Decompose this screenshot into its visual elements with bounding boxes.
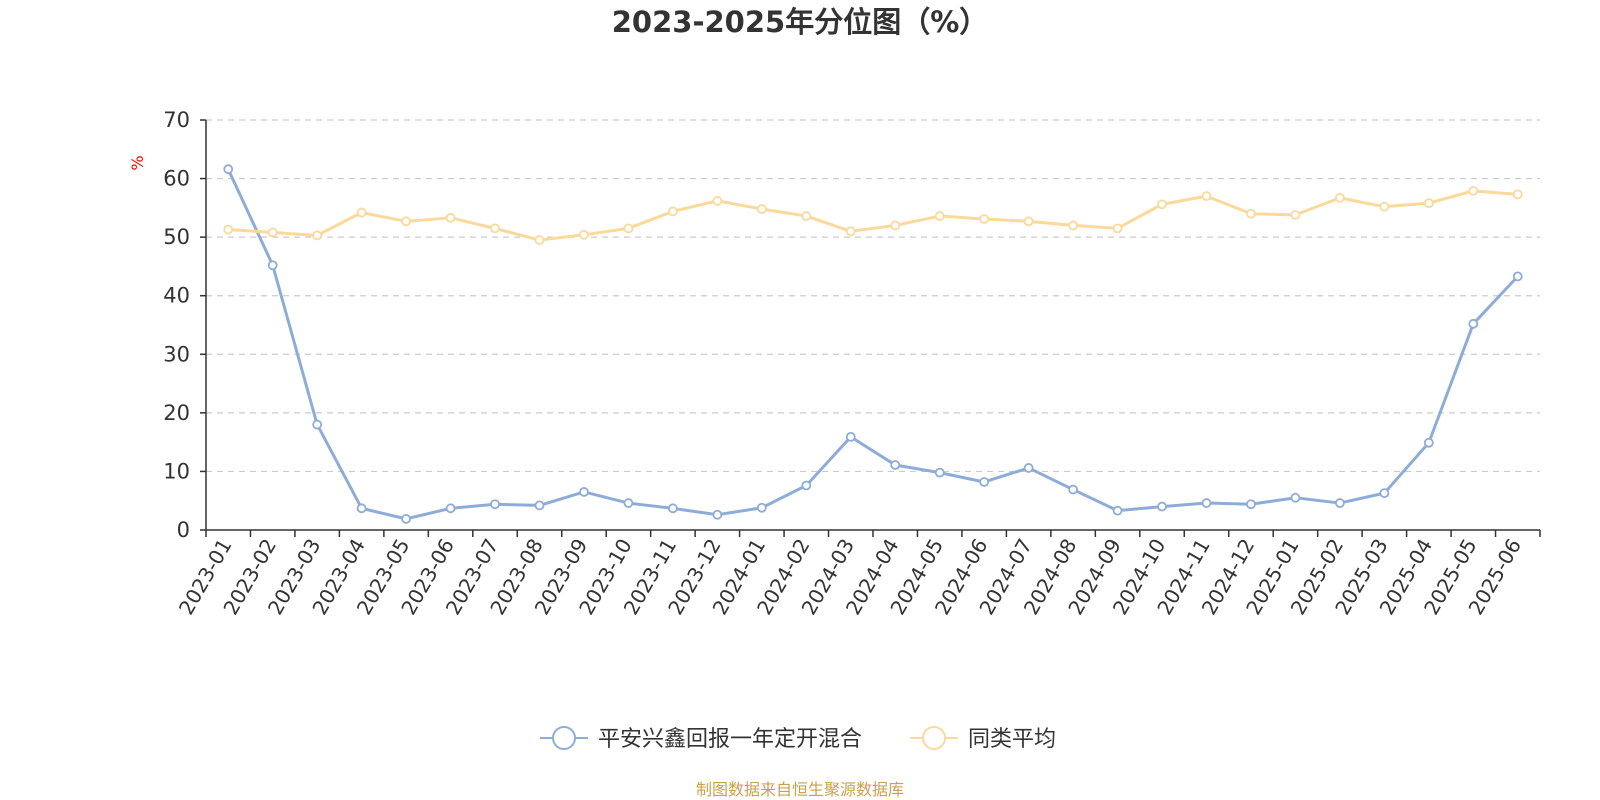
data-point (756, 502, 767, 513)
legend[interactable]: 平安兴鑫回报一年定开混合 同类平均 (540, 726, 1056, 752)
y-tick-label: 50 (163, 225, 190, 249)
y-tick-label: 70 (163, 108, 190, 132)
legend-item-1[interactable]: 平安兴鑫回报一年定开混合 (540, 726, 862, 752)
data-point (1379, 201, 1390, 212)
source-note: 制图数据来自恒生聚源数据库 (695, 780, 904, 799)
data-point (223, 224, 234, 235)
data-point (934, 211, 945, 221)
data-point (223, 164, 234, 175)
data-point (979, 477, 990, 487)
data-point (712, 195, 723, 206)
data-point (579, 229, 589, 240)
data-point (1290, 492, 1301, 503)
data-point (890, 460, 901, 470)
data-point (1068, 220, 1078, 231)
data-point (1023, 463, 1034, 473)
data-point (490, 223, 500, 234)
data-point (267, 227, 278, 238)
data-point (267, 260, 278, 271)
data-point (1290, 209, 1301, 220)
data-point (1468, 318, 1479, 329)
data-point (401, 513, 412, 524)
data-point (534, 500, 545, 511)
y-tick-label: 60 (163, 167, 190, 191)
data-point (668, 206, 678, 217)
legend-item-2[interactable]: 同类平均 (910, 726, 1056, 752)
data-point (356, 207, 367, 218)
data-point (534, 235, 545, 245)
data-point (1112, 505, 1123, 516)
data-point (1246, 208, 1256, 219)
series-2 (223, 185, 1523, 245)
data-point (445, 503, 456, 514)
data-point (1423, 198, 1434, 209)
data-point (979, 214, 990, 224)
data-point (1335, 192, 1345, 203)
data-point (1157, 199, 1167, 210)
data-point (845, 226, 856, 237)
data-point (1201, 191, 1212, 202)
data-point (801, 211, 812, 221)
data-point (668, 503, 678, 514)
data-point (312, 419, 323, 430)
data-point (1512, 189, 1523, 200)
data-point (579, 487, 589, 497)
legend-label: 平安兴鑫回报一年定开混合 (598, 727, 862, 752)
data-point (1023, 216, 1034, 227)
y-tick-label: 20 (163, 401, 190, 425)
data-point (623, 223, 634, 234)
data-point (356, 503, 367, 514)
series-line (226, 168, 1519, 521)
data-point (890, 220, 901, 231)
chart-title: 2023-2025年分位图（%） (611, 5, 989, 39)
series-1 (223, 164, 1523, 524)
data-point (1423, 437, 1434, 448)
data-point (801, 480, 812, 491)
y-axis-unit-label: % (128, 155, 147, 170)
y-tick-label: 40 (163, 284, 190, 308)
data-point (1201, 498, 1212, 508)
y-tick-label: 10 (163, 459, 190, 483)
y-tick-label: 30 (163, 342, 190, 366)
data-point (1379, 488, 1390, 499)
data-point (756, 204, 767, 214)
data-point (1335, 498, 1345, 508)
data-point (445, 212, 456, 223)
data-point (623, 498, 634, 508)
data-point (1468, 185, 1479, 196)
data-point (934, 467, 945, 478)
data-point (845, 431, 856, 442)
grid-lines (206, 119, 1540, 473)
data-point (1112, 223, 1123, 234)
data-point (1512, 271, 1523, 282)
legend-label: 同类平均 (968, 727, 1056, 752)
data-point (1246, 499, 1256, 510)
data-point (1068, 484, 1078, 495)
series-lines (223, 164, 1523, 524)
legend-marker-icon (922, 726, 946, 750)
data-point (1157, 501, 1167, 512)
y-tick-label: 0 (177, 518, 190, 542)
data-point (401, 216, 412, 227)
data-point (712, 509, 723, 520)
series-line (228, 189, 1518, 242)
legend-marker-icon (552, 726, 576, 750)
data-point (490, 499, 500, 510)
data-point (312, 230, 323, 241)
axes: 0102030405060702023-012023-022023-032023… (163, 108, 1541, 619)
